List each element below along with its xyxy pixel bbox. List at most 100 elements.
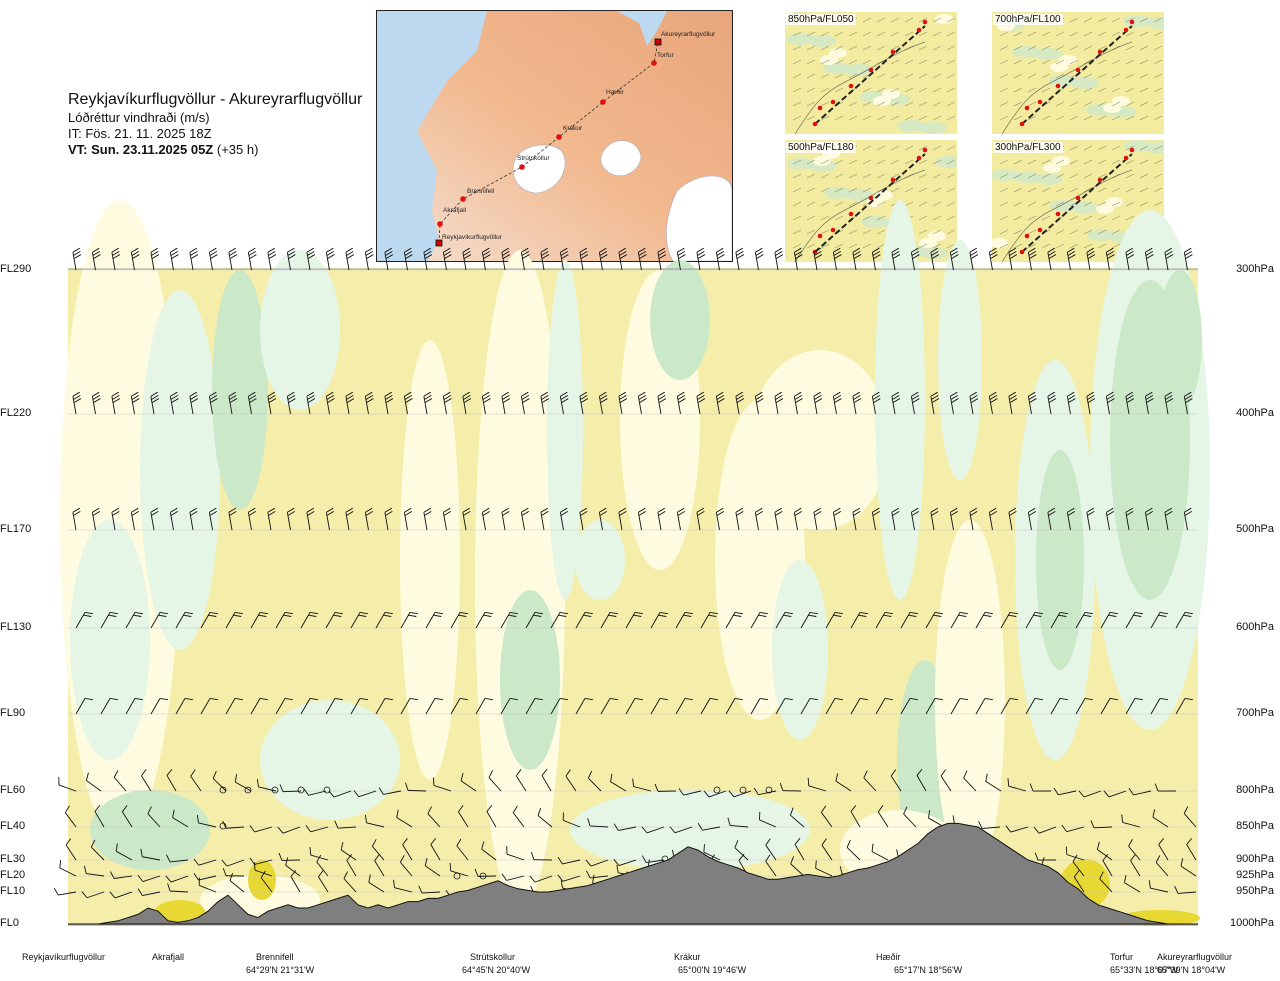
wind-barb — [529, 875, 553, 883]
wind-barb — [715, 391, 725, 415]
wind-barb — [72, 391, 82, 415]
flight-level-tick-label: FL0 — [0, 917, 19, 929]
wind-barb — [832, 391, 842, 415]
pressure-tick-label: 925hPa — [1236, 869, 1274, 881]
wind-barb — [1125, 507, 1134, 531]
wind-barb — [353, 790, 377, 798]
wind-barb — [846, 839, 861, 861]
wind-barb — [1047, 391, 1057, 415]
wind-barb — [1155, 855, 1169, 877]
wind-barb — [1090, 820, 1113, 829]
wind-barb — [59, 860, 77, 877]
velocity-contour-weak_rising — [260, 250, 340, 410]
location-coord-label: 64°29'N 21°31'W — [246, 965, 315, 975]
wind-barb — [1027, 391, 1037, 415]
wind-barb — [540, 507, 549, 531]
wind-barb — [975, 611, 993, 629]
wind-barb — [891, 391, 901, 415]
wind-barb — [247, 507, 257, 531]
wind-barb — [300, 611, 318, 629]
calm-wind-marker — [765, 786, 773, 794]
wind-barb — [613, 823, 637, 831]
wind-barb — [1183, 391, 1193, 415]
wind-barb — [1183, 247, 1193, 271]
velocity-contour-weak_rising — [70, 520, 150, 760]
location-coord-label: 64°45'N 20°40'W — [462, 965, 531, 975]
wind-barb — [1050, 697, 1068, 715]
wind-barb — [618, 391, 628, 415]
wind-barb — [384, 507, 393, 531]
vertical-velocity-fields — [60, 200, 1210, 926]
wind-barb — [137, 888, 161, 896]
wind-barb — [637, 391, 647, 415]
wind-barb — [930, 391, 940, 415]
velocity-contour-neutral — [400, 340, 460, 780]
wind-barb — [433, 777, 452, 792]
wind-barb — [130, 507, 140, 531]
pressure-tick-label: 700hPa — [1236, 707, 1274, 719]
wind-barb — [400, 611, 418, 629]
wind-barb — [1125, 697, 1143, 715]
wind-barb — [1154, 783, 1177, 792]
wind-barb — [654, 783, 677, 792]
wind-barb — [1125, 391, 1135, 415]
velocity-contour-weak_rising — [875, 200, 925, 600]
wind-barb — [800, 697, 818, 715]
wind-barb — [1150, 697, 1168, 715]
wind-barb — [1148, 880, 1169, 893]
wind-barb — [418, 885, 441, 894]
wind-barb — [325, 391, 335, 415]
wind-barb — [557, 857, 581, 865]
wind-barb — [850, 804, 861, 828]
wind-barb — [562, 812, 581, 828]
wind-barb — [794, 837, 805, 861]
wind-barb — [988, 391, 998, 415]
wind-barb — [1072, 854, 1085, 877]
wind-barb — [325, 697, 343, 715]
velocity-contour-weak_rising — [570, 790, 810, 870]
pressure-tick-label: 850hPa — [1236, 820, 1274, 832]
wind-barb — [852, 507, 861, 531]
wind-barb — [875, 611, 893, 629]
wind-barb — [1121, 814, 1141, 828]
wind-barb — [1099, 871, 1113, 893]
flight-level-tick-label: FL60 — [0, 784, 26, 796]
wind-barb — [774, 247, 784, 271]
wind-barb — [930, 507, 939, 531]
wind-barb — [1144, 507, 1154, 531]
wind-barb — [600, 697, 618, 715]
wind-barb — [587, 818, 609, 828]
flight-level-tick-label: FL40 — [0, 820, 26, 832]
wind-barb — [871, 843, 889, 861]
wind-barb — [774, 391, 784, 415]
wind-barb — [1105, 247, 1115, 271]
location-name-label: Hæðir — [876, 952, 901, 962]
wind-barb — [850, 611, 868, 629]
wind-barb — [83, 865, 105, 877]
terrain-profile — [68, 822, 1198, 925]
pressure-tick-label: 400hPa — [1236, 407, 1274, 419]
location-coord-label: 65°39'N 18°04'W — [1157, 965, 1226, 975]
wind-barb — [754, 247, 764, 271]
wind-barb — [963, 770, 977, 792]
wind-barb — [1144, 391, 1154, 415]
wind-barb — [325, 247, 335, 271]
wind-barb — [481, 247, 491, 271]
wind-barb — [147, 806, 161, 828]
calm-wind-marker — [453, 872, 461, 880]
wind-barb — [462, 391, 472, 415]
wind-barbs — [53, 247, 1197, 899]
wind-barb — [228, 247, 238, 271]
wind-barb — [460, 772, 477, 792]
wind-barb — [613, 859, 637, 866]
mini-map: 850hPa/FL050 — [785, 12, 957, 134]
wind-barb — [1047, 507, 1056, 531]
wind-barb — [575, 611, 593, 629]
wind-barb — [198, 877, 217, 893]
wind-barb — [821, 838, 833, 861]
wind-barb — [228, 507, 237, 531]
wind-barb — [775, 611, 793, 629]
mini-map-svg — [785, 140, 957, 262]
wind-barb — [169, 247, 179, 271]
wind-barb — [427, 806, 441, 828]
